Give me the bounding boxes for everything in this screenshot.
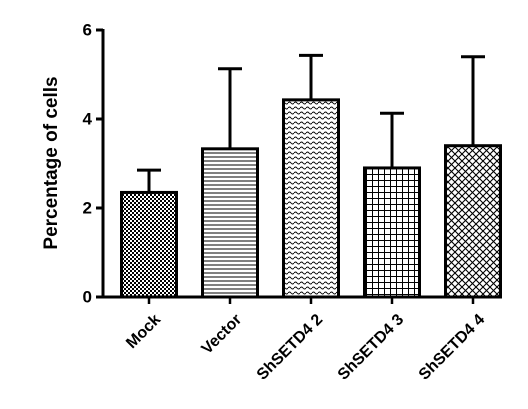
bars-group	[120, 98, 502, 299]
y-axis-title: Percentage of cells	[41, 76, 62, 249]
x-tick-label: ShSETD4 3	[335, 311, 407, 383]
bar-shsetd4-2	[282, 98, 340, 299]
y-tick-label: 6	[83, 21, 92, 40]
bar-vector	[201, 147, 259, 299]
bar-mock	[120, 190, 178, 299]
x-tick-label: Mock	[123, 311, 164, 352]
x-tick-label: ShSETD4 4	[416, 311, 488, 383]
x-tick-label: ShSETD4 2	[254, 311, 326, 383]
bar-shsetd4-4	[444, 144, 502, 299]
error-bars-group	[137, 53, 485, 193]
y-tick-label: 4	[83, 110, 93, 129]
axes-group	[96, 28, 480, 304]
bar-shsetd4-3	[363, 166, 421, 299]
x-tick-label: Vector	[199, 311, 246, 358]
y-tick-label: 0	[83, 288, 92, 307]
y-tick-label: 2	[83, 199, 92, 218]
